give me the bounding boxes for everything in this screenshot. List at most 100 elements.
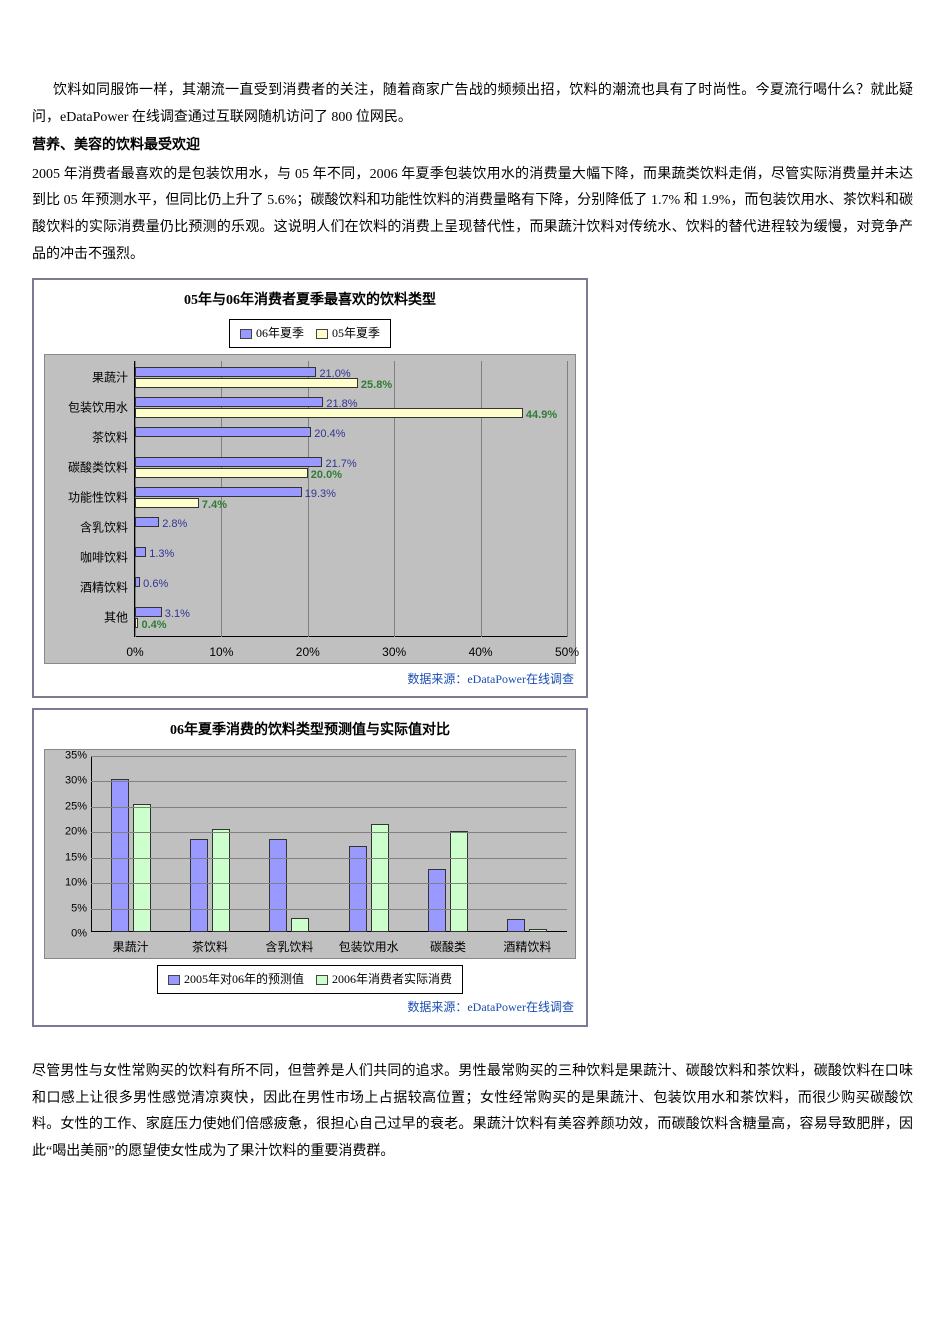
chart-1-x-tick-label: 0% [126, 641, 143, 664]
chart-2-y-tick-label: 20% [45, 822, 87, 843]
legend-swatch-05 [316, 329, 328, 339]
chart-1-bar-group: 2.8% [135, 515, 567, 541]
chart-2-gridline [91, 807, 567, 808]
chart-1-bar-group: 3.1%0.4% [135, 605, 567, 631]
chart-1-x-tick-label: 40% [469, 641, 493, 664]
chart-2-category-label: 酒精饮料 [503, 936, 551, 959]
chart-1-x-tick-label: 30% [382, 641, 406, 664]
legend-label-06: 06年夏季 [256, 326, 304, 340]
chart-1-value-label-06: 20.4% [314, 424, 345, 445]
chart-2-plot: 果蔬汁 茶饮料 含乳饮料 包装饮用水 碳酸类 酒精饮料 0% 5% 10% 15% 20% 25% 3… [44, 749, 576, 959]
body-paragraph-2: 尽管男性与女性常购买的饮料有所不同，但营养是人们共同的追求。男性最常购买的三种饮… [32, 1059, 913, 1165]
chart-2-category-label: 果蔬汁 [113, 936, 149, 959]
chart-1-value-label-05: 25.8% [361, 375, 392, 396]
chart-1-value-label-05: 7.4% [202, 495, 227, 516]
chart-2-source: 数据来源：eDataPower在线调查 [34, 996, 586, 1021]
chart-2-gridline [91, 883, 567, 884]
chart-1-bar-05 [135, 468, 308, 478]
chart-1-value-label-05: 20.0% [311, 465, 342, 486]
chart-1-category-label: 茶饮料 [48, 426, 128, 449]
chart-1-bar-group: 19.3%7.4% [135, 485, 567, 511]
chart-2-category-label: 碳酸类 [430, 936, 466, 959]
chart-2-container: 06年夏季消费的饮料类型预测值与实际值对比 果蔬汁 茶饮料 含乳饮料 包装饮用水 碳酸类… [32, 708, 588, 1026]
chart-1-value-label-06: 19.3% [305, 484, 336, 505]
chart-1-category-label: 含乳饮料 [48, 516, 128, 539]
legend-swatch-b [316, 975, 328, 985]
chart-1-title: 05年与06年消费者夏季最喜欢的饮料类型 [34, 280, 586, 319]
chart-1-bar-group: 1.3% [135, 545, 567, 571]
chart-2-bar-forecast [428, 869, 446, 932]
chart-2-bar-actual [212, 829, 230, 932]
chart-1-bar-05 [135, 498, 199, 508]
chart-1-plot: 果蔬汁包装饮用水茶饮料碳酸类饮料功能性饮料含乳饮料咖啡饮料酒精饮料其他 21.0… [44, 354, 576, 664]
chart-2-y-tick-label: 5% [45, 898, 87, 919]
body-paragraph-1: 2005 年消费者最喜欢的是包装饮用水，与 05 年不同，2006 年夏季包装饮… [32, 162, 913, 268]
chart-1-container: 05年与06年消费者夏季最喜欢的饮料类型 06年夏季 05年夏季 果蔬汁包装饮用… [32, 278, 588, 698]
chart-1-bar-05 [135, 408, 523, 418]
chart-1-category-label: 碳酸类饮料 [48, 456, 128, 479]
chart-1-bar-06 [135, 427, 311, 437]
chart-2-y-tick-label: 30% [45, 771, 87, 792]
chart-1-x-tick-label: 50% [555, 641, 579, 664]
chart-1-bar-05 [135, 378, 358, 388]
intro-paragraph: 饮料如同服饰一样，其潮流一直受到消费者的关注，随着商家广告战的频频出招，饮料的潮… [32, 78, 913, 131]
chart-1-value-label-06: 0.6% [143, 574, 168, 595]
chart-1-category-label: 咖啡饮料 [48, 546, 128, 569]
chart-2-bar-forecast [269, 839, 287, 932]
chart-1-bar-06 [135, 577, 140, 587]
chart-1-bar-group: 0.6% [135, 575, 567, 601]
chart-2-y-tick-label: 35% [45, 745, 87, 766]
chart-1-category-label: 功能性饮料 [48, 486, 128, 509]
chart-2-bar-forecast [507, 919, 525, 932]
chart-2-category-label: 茶饮料 [192, 936, 228, 959]
chart-1-x-tick-label: 20% [296, 641, 320, 664]
chart-2-title: 06年夏季消费的饮料类型预测值与实际值对比 [34, 710, 586, 749]
chart-2-bar-actual [133, 804, 151, 932]
chart-2-legend: 2005年对06年的预测值 2006年消费者实际消费 [157, 965, 463, 994]
legend-label-05: 05年夏季 [332, 326, 380, 340]
chart-1-category-label: 其他 [48, 606, 128, 629]
section-heading: 营养、美容的饮料最受欢迎 [32, 133, 913, 160]
chart-2-bar-actual [291, 918, 309, 932]
chart-2-gridline [91, 781, 567, 782]
chart-2-bar-actual [529, 929, 547, 932]
chart-1-bar-06 [135, 367, 316, 377]
chart-1-category-label: 酒精饮料 [48, 576, 128, 599]
chart-1-bar-group: 21.0%25.8% [135, 365, 567, 391]
chart-1-category-label: 果蔬汁 [48, 366, 128, 389]
chart-1-bar-group: 21.8%44.9% [135, 395, 567, 421]
chart-2-bar-forecast [349, 846, 367, 931]
legend-label-a: 2005年对06年的预测值 [184, 972, 304, 986]
chart-1-value-label-05: 44.9% [526, 405, 557, 426]
chart-1-bar-06 [135, 547, 146, 557]
chart-2-y-tick-label: 25% [45, 796, 87, 817]
chart-2-y-tick-label: 0% [45, 923, 87, 944]
chart-2-gridline [91, 832, 567, 833]
chart-2-bar-actual [450, 831, 468, 932]
chart-1-gridline [567, 361, 568, 637]
chart-1-bar-05 [135, 618, 138, 628]
chart-2-category-label: 包装饮用水 [339, 936, 399, 959]
chart-2-y-tick-label: 10% [45, 873, 87, 894]
chart-1-bar-group: 20.4% [135, 425, 567, 451]
chart-1-value-label-06: 1.3% [149, 544, 174, 565]
chart-2-bar-forecast [190, 839, 208, 932]
chart-1-value-label-06: 2.8% [162, 514, 187, 535]
chart-1-category-label: 包装饮用水 [48, 396, 128, 419]
chart-2-gridline [91, 858, 567, 859]
chart-2-category-label: 含乳饮料 [265, 936, 313, 959]
chart-2-y-tick-label: 15% [45, 847, 87, 868]
chart-1-value-label-06: 3.1% [165, 604, 190, 625]
chart-1-x-tick-label: 10% [209, 641, 233, 664]
chart-2-gridline [91, 909, 567, 910]
chart-2-gridline [91, 756, 567, 757]
legend-label-b: 2006年消费者实际消费 [332, 972, 452, 986]
legend-swatch-06 [240, 329, 252, 339]
legend-swatch-a [168, 975, 180, 985]
chart-2-bar-actual [371, 824, 389, 932]
chart-1-bar-group: 21.7%20.0% [135, 455, 567, 481]
chart-1-bar-06 [135, 517, 159, 527]
chart-1-bar-06 [135, 397, 323, 407]
chart-1-bar-06 [135, 457, 322, 467]
chart-1-value-label-05: 0.4% [141, 615, 166, 636]
